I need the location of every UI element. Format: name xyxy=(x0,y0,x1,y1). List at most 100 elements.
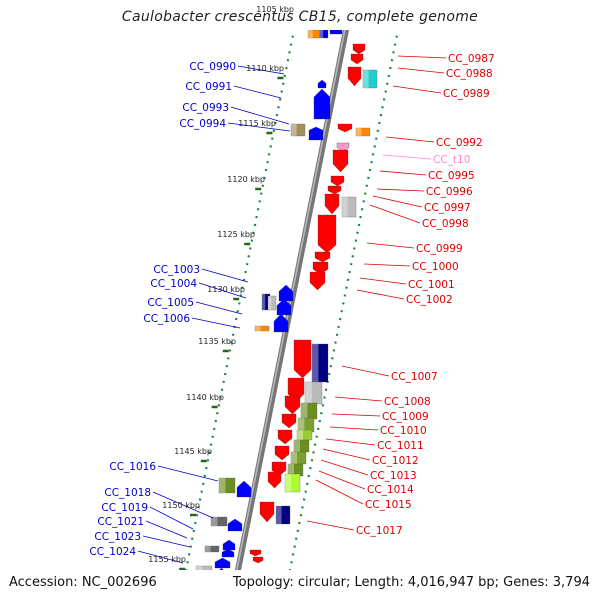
gene-label-leader xyxy=(315,479,364,505)
gene-label[interactable]: CC_1010 xyxy=(380,425,427,437)
gene-label[interactable]: CC_0994 xyxy=(179,118,226,130)
reverse-gene-feature xyxy=(284,395,301,415)
gene-label-leader xyxy=(145,520,188,539)
gene-box-shade xyxy=(312,344,319,382)
gene-label[interactable]: CC_0993 xyxy=(182,102,229,114)
gene-label[interactable]: CC_1015 xyxy=(365,499,412,511)
gene-label[interactable]: CC_1014 xyxy=(367,484,414,496)
reverse-gene-feature xyxy=(327,185,342,195)
kbp-label: 1140 kbp xyxy=(186,393,224,402)
gene-box-shade xyxy=(342,197,348,217)
gene-label[interactable]: CC_1017 xyxy=(356,525,403,537)
gene-label[interactable]: CC_0998 xyxy=(422,218,469,230)
kbp-labels: 1105 kbp 1110 kbp 1115 kbp 1120 kbp 1125 kbp… xyxy=(148,5,294,564)
kbp-label: 1155 kbp xyxy=(148,555,186,564)
gene-label[interactable]: CC_0988 xyxy=(446,68,493,80)
gene-label[interactable]: CC_1013 xyxy=(370,470,417,482)
gene-box-feature xyxy=(204,545,220,553)
reverse-gene-feature xyxy=(352,43,366,55)
gene-label[interactable]: CC_1011 xyxy=(377,440,424,452)
gene-label-leader xyxy=(142,535,191,548)
gene-box-shade xyxy=(297,430,303,440)
gene-label[interactable]: CC_1023 xyxy=(94,531,141,543)
gene-label-leader xyxy=(356,289,405,300)
gene-label[interactable]: CC_1024 xyxy=(89,546,136,558)
gene-label[interactable]: CC_1009 xyxy=(382,411,429,423)
reverse-gene-feature xyxy=(312,261,329,275)
forward-gene-feature xyxy=(221,548,235,558)
right-track-line xyxy=(288,30,400,570)
gene-box-shade xyxy=(291,124,297,136)
gene-label[interactable]: CC_0992 xyxy=(436,137,483,149)
gene-box-shade xyxy=(308,30,313,38)
gene-label[interactable]: CC_0999 xyxy=(416,243,463,255)
forward-gene-feature xyxy=(278,284,294,302)
gene-label[interactable]: CC_0987 xyxy=(448,53,495,65)
gene-box-shade xyxy=(255,326,261,331)
gene-box-shade xyxy=(294,440,300,452)
gene-label-leader xyxy=(201,268,249,283)
gene-label[interactable]: CC_t10 xyxy=(433,154,470,166)
gene-label[interactable]: CC_1000 xyxy=(412,261,459,273)
kbp-label: 1130 kbp xyxy=(207,285,245,294)
gene-label[interactable]: CC_1019 xyxy=(101,502,148,514)
reverse-gene-feature xyxy=(337,123,353,133)
gene-box-shade xyxy=(301,403,308,419)
gene-label[interactable]: CC_0990 xyxy=(189,61,236,73)
kbp-label: 1135 kbp xyxy=(198,337,236,346)
gene-label[interactable]: CC_1018 xyxy=(104,487,151,499)
reverse-gene-feature xyxy=(347,66,362,87)
gene-label[interactable]: CC_1005 xyxy=(147,297,194,309)
reverse-gene-feature xyxy=(314,251,331,263)
gene-label-leader xyxy=(195,301,243,315)
reverse-gene-feature xyxy=(293,339,312,379)
reverse-gene-feature xyxy=(317,214,337,254)
kbp-label: 1120 kbp xyxy=(227,175,265,184)
gene-label[interactable]: CC_1002 xyxy=(406,294,453,306)
reverse-gene-feature xyxy=(274,445,290,461)
gene-box-feature xyxy=(210,516,228,527)
gene-box-shade xyxy=(205,546,211,552)
gene-label-leader xyxy=(198,282,247,299)
gene-label[interactable]: CC_0991 xyxy=(185,81,232,93)
gene-box-feature xyxy=(254,325,270,332)
gene-label[interactable]: CC_1004 xyxy=(150,278,197,290)
gene-box-shade xyxy=(298,418,305,432)
forward-gene-feature xyxy=(236,480,252,498)
gene-label-leader xyxy=(149,506,194,530)
gene-label[interactable]: CC_1007 xyxy=(391,371,438,383)
gene-label-leader xyxy=(397,55,447,59)
gene-label[interactable]: CC_0997 xyxy=(424,202,471,214)
gene-label[interactable]: CC_0995 xyxy=(428,170,475,182)
gene-box-feature xyxy=(355,127,371,137)
gene-box-shade xyxy=(285,474,291,492)
gene-label[interactable]: CC_1006 xyxy=(143,313,190,325)
gene-label[interactable]: CC_0996 xyxy=(426,186,473,198)
reverse-gene-feature xyxy=(330,175,345,187)
gene-label-leader xyxy=(341,365,390,377)
gene-label-leader xyxy=(376,188,425,192)
kbp-label: 1125 kbp xyxy=(217,230,255,239)
kbp-label: 1145 kbp xyxy=(174,447,212,456)
gene-label-leader xyxy=(363,263,411,267)
reverse-gene-feature xyxy=(336,142,350,152)
accession-text: Accession: NC_002696 xyxy=(9,575,157,590)
gene-label-leader xyxy=(233,85,282,99)
reverse-gene-feature xyxy=(277,429,293,445)
reverse-gene-feature xyxy=(252,556,264,564)
gene-box-shade xyxy=(196,566,203,570)
reverse-gene-feature xyxy=(249,549,262,557)
gene-label[interactable]: CC_0989 xyxy=(443,88,490,100)
gene-label-leader xyxy=(322,448,371,461)
reverse-gene-feature xyxy=(259,501,275,523)
gene-label-leader xyxy=(382,154,432,160)
kbp-label: 1115 kbp xyxy=(238,119,276,128)
gene-label[interactable]: CC_1021 xyxy=(97,516,144,528)
gene-label[interactable]: CC_1008 xyxy=(384,396,431,408)
gene-label[interactable]: CC_1016 xyxy=(109,461,156,473)
gene-box-feature xyxy=(362,69,378,89)
gene-box-feature xyxy=(290,123,306,137)
gene-label[interactable]: CC_1003 xyxy=(153,264,200,276)
gene-label[interactable]: CC_1001 xyxy=(408,279,455,291)
gene-label[interactable]: CC_1012 xyxy=(372,455,419,467)
